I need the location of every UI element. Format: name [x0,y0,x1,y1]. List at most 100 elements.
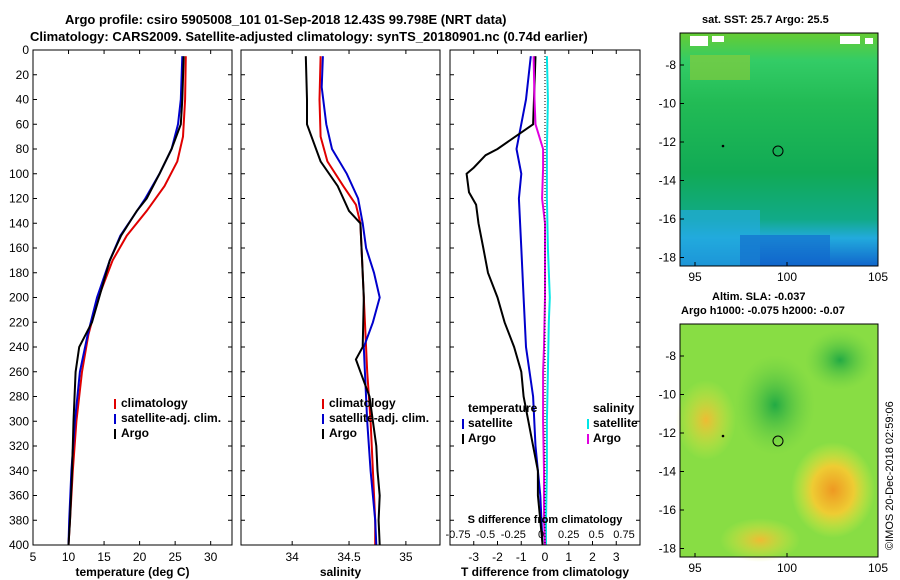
legend-label: satellite [593,416,638,430]
sla-map-high-anomaly [676,380,736,460]
y-tick-label: 100 [9,167,29,181]
chart-title-line2: Climatology: CARS2009. Satellite-adjuste… [30,29,588,44]
legend-label: temperature [468,401,538,415]
sla-map-frame [679,323,879,558]
y-tick-label: 300 [9,414,29,428]
sst-map-land-gap [712,36,724,42]
panel-frame [32,49,233,546]
y-tick-label: 160 [9,241,29,255]
sla-map-low-anomaly [735,355,815,455]
series-line-argo [67,56,185,546]
x-axis-label: temperature (deg C) [75,565,189,579]
map-y-tick-label: -12 [659,135,677,149]
map-y-tick-label: -16 [659,503,677,517]
sst-map-warm-patch [690,55,750,80]
x-tick-label: 10 [62,550,76,564]
y-tick-label: 400 [9,538,29,552]
map-y-tick-label: -8 [665,349,676,363]
series-line-t-satellite [515,56,544,546]
top-tick-label: 0.5 [589,529,604,541]
legend-label: satellite-adj. clim. [329,411,429,425]
map-y-tick-label: -14 [659,174,677,188]
sst-map-cool-patch [740,235,830,266]
x-axis-label: salinity [320,565,362,579]
sla-map-low-anomaly [805,330,875,390]
sla-map-title-1: Altim. SLA: -0.037 [712,291,806,303]
legend-label: Argo [593,431,621,445]
x-tick-label: 35 [399,550,413,564]
series-line-satellite-adj-clim- [320,56,381,546]
panel-salinity: 34 34.5 35 salinity climatologysatellite-adj… [240,49,441,579]
x-tick-label: 15 [97,550,111,564]
y-tick-label: 320 [9,439,29,453]
x-tick-label: 0 [542,550,549,564]
y-tick-label: 240 [9,340,29,354]
legend-label: salinity [593,401,635,415]
panel-frame [449,49,641,546]
map-y-tick-label: -10 [659,388,677,402]
x-tick-label: -2 [492,550,503,564]
y-tick-label: 340 [9,464,29,478]
top-tick-label: 0 [538,529,544,541]
x-tick-label: 20 [133,550,147,564]
x-tick-label: 34.5 [337,550,361,564]
y-tick-label: 120 [9,192,29,206]
legend-label: Argo [121,426,149,440]
legend-label: satellite-adj. clim. [121,411,221,425]
map-y-tick-label: -16 [659,212,677,226]
chart-title-line1: Argo profile: csiro 5905008_101 01-Sep-2… [65,12,507,27]
series-line-t-argo [465,56,544,546]
y-tick-label: 20 [16,68,30,82]
top-axis-label: S difference from climatology [468,514,624,526]
sla-map-high-anomaly [791,442,875,538]
sla-argo-marker [772,435,784,447]
y-tick-label: 60 [16,117,30,131]
y-tick-label: 260 [9,365,29,379]
map-y-tick-label: -8 [665,58,676,72]
series-line-argo [304,56,381,546]
sst-map-land-gap [840,36,860,44]
map-x-tick-label: 95 [688,270,702,284]
x-tick-label: -1 [516,550,527,564]
map-x-tick-label: 100 [777,270,797,284]
y-tick-label: 0 [22,43,29,57]
map-y-tick-label: -18 [659,542,677,556]
top-tick-label: -0.75 [445,529,470,541]
map-x-tick-label: 105 [868,561,888,575]
x-tick-label: 1 [565,550,572,564]
x-tick-label: 3 [613,550,620,564]
y-tick-label: 380 [9,513,29,527]
y-tick-label: 80 [16,142,30,156]
map-y-tick-label: -10 [659,97,677,111]
sst-map-land-gap [690,36,708,46]
sla-map-high-anomaly [720,518,800,562]
series-line-s-argo [532,56,546,546]
legend-label: Argo [468,431,496,445]
top-tick-label: -0.25 [501,529,526,541]
series-line-s-satellite [545,56,551,545]
sst-float-dot [721,144,725,148]
x-tick-label: 30 [204,550,218,564]
y-tick-label: 220 [9,315,29,329]
y-tick-label: 280 [9,390,29,404]
panel-differences: -3 -2 -1 0 1 2 3T difference from climatology -… [445,49,641,579]
sla-float-dot [721,434,725,438]
y-tick-label: 200 [9,291,29,305]
legend-label: satellite [468,416,513,430]
series-line-satellite-adj-clim- [67,56,184,546]
legend-label: climatology [121,396,188,410]
panel-temperature: 0 20 40 60 80 100 120 140 160 180 200 220 240 260 280 3… [9,43,233,579]
panel-frame [240,49,441,546]
y-tick-label: 140 [9,216,29,230]
map-y-tick-label: -18 [659,251,677,265]
map-y-tick-label: -14 [659,465,677,479]
map-x-tick-label: 95 [688,561,702,575]
sst-map [679,32,879,267]
x-axis-label: T difference from climatology [461,565,629,579]
sst-map-title: sat. SST: 25.7 Argo: 25.5 [702,14,829,26]
sla-map-title-2: Argo h1000: -0.075 h2000: -0.07 [681,305,845,317]
x-tick-label: 2 [589,550,596,564]
top-tick-label: -0.5 [476,529,495,541]
sst-argo-marker [772,145,784,157]
